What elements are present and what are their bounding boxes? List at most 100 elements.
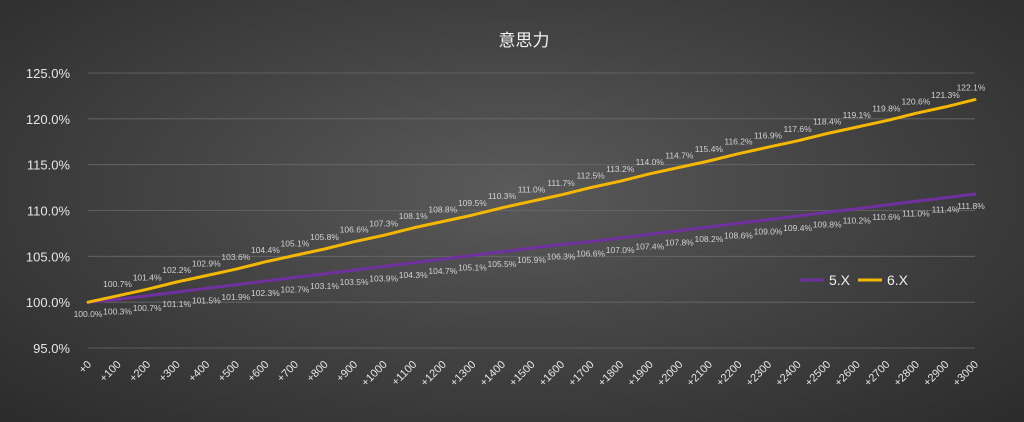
data-label: 102.2% [162, 265, 191, 275]
series-line-5.X [86, 192, 977, 304]
data-label: 119.1% [843, 110, 872, 120]
data-label: 106.3% [547, 251, 576, 261]
data-label: 107.3% [369, 218, 398, 228]
legend[interactable]: 5.X 6.X [800, 272, 909, 288]
x-tick-label: +2600 [833, 359, 863, 389]
data-label: 101.9% [221, 292, 250, 302]
data-label: 104.3% [399, 270, 428, 280]
x-tick-label: +2300 [744, 359, 774, 389]
x-tick-label: +1900 [626, 359, 656, 389]
data-label: 107.0% [606, 245, 635, 255]
x-tick-label: +1800 [596, 359, 626, 389]
y-tick-label: 115.0% [27, 158, 71, 173]
gridlines [88, 72, 975, 349]
data-label: 111.0% [902, 208, 930, 218]
data-label: 109.4% [783, 223, 812, 233]
x-tick-label: +700 [275, 359, 301, 385]
x-tick-label: +1000 [359, 359, 389, 389]
data-label: 111.8% [957, 201, 985, 211]
data-label: 116.2% [724, 137, 753, 147]
data-label: 105.5% [488, 259, 517, 269]
x-tick-label: +0 [77, 359, 94, 376]
legend-item-5.X[interactable]: 5.X [800, 272, 851, 288]
x-tick-label: +1600 [537, 359, 567, 389]
x-tick-label: +1400 [478, 359, 508, 389]
legend-label: 6.X [887, 272, 909, 288]
data-label: 101.5% [192, 295, 221, 305]
x-tick-label: +2000 [655, 359, 685, 389]
x-tick-label: +2500 [803, 359, 833, 389]
data-label: 107.4% [635, 241, 664, 251]
data-label: 111.0% [518, 184, 546, 194]
data-label: 119.8% [872, 104, 901, 114]
y-tick-label: 105.0% [26, 249, 71, 264]
x-tick-label: +400 [186, 359, 212, 385]
data-label: 110.2% [843, 216, 872, 226]
data-label: 111.7% [547, 178, 575, 188]
x-tick-label: +2800 [892, 359, 922, 389]
data-label: 113.2% [606, 164, 635, 174]
data-label: 103.5% [340, 277, 369, 287]
data-label: 108.2% [694, 234, 723, 244]
data-label: 101.1% [162, 299, 191, 309]
data-label: 105.1% [458, 262, 487, 272]
x-tick-label: +2400 [773, 359, 803, 389]
data-label: 106.6% [576, 249, 605, 259]
data-label: 122.1% [957, 83, 986, 93]
data-label: 100.0% [74, 309, 103, 319]
data-label: 112.5% [577, 171, 606, 181]
data-label: 118.4% [813, 117, 842, 127]
data-label: 114.0% [636, 157, 665, 167]
data-label: 104.4% [251, 245, 280, 255]
data-label: 109.0% [754, 227, 783, 237]
x-tick-label: +1100 [390, 359, 420, 389]
x-tick-label: +900 [334, 359, 360, 385]
x-tick-label: +1500 [507, 359, 537, 389]
series-line-6.X [86, 98, 977, 304]
x-axis-ticks: +0 +100 +200 +300 +400 +500 +600 +700 +800 +900 +1… [77, 359, 981, 389]
x-tick-label: +800 [305, 359, 331, 385]
data-label: 103.6% [221, 252, 250, 262]
y-tick-label: 95.0% [33, 341, 70, 356]
data-label: 110.3% [488, 191, 517, 201]
x-tick-label: +2100 [685, 359, 715, 389]
data-label: 110.6% [872, 212, 901, 222]
data-label: 101.4% [133, 272, 162, 282]
y-tick-label: 110.0% [27, 204, 71, 219]
data-label: 100.3% [103, 306, 132, 316]
data-label: 109.8% [813, 219, 842, 229]
data-label: 108.8% [428, 205, 457, 215]
data-label: 104.7% [428, 266, 457, 276]
series-lines [86, 98, 977, 304]
y-axis-ticks: 95.0% 100.0% 105.0% 110.0% 115.0% 120.0% 125.0… [26, 66, 71, 356]
data-label: 102.9% [192, 259, 221, 269]
data-label: 100.7% [103, 279, 132, 289]
y-tick-label: 120.0% [26, 112, 71, 127]
legend-item-6.X[interactable]: 6.X [858, 272, 909, 288]
x-tick-label: +2700 [862, 359, 892, 389]
data-labels: 100.0% 100.3% 100.7% 101.1% 101.5% 101.9% 102.… [74, 83, 986, 320]
data-label: 108.1% [399, 211, 428, 221]
data-label: 100.7% [133, 303, 162, 313]
x-tick-label: +2900 [921, 359, 951, 389]
x-tick-label: +500 [216, 359, 242, 385]
data-label: 107.8% [665, 238, 694, 248]
data-label: 117.6% [783, 124, 812, 134]
x-tick-label: +200 [127, 359, 153, 385]
data-label: 121.3% [931, 90, 960, 100]
x-tick-label: +1200 [419, 359, 449, 389]
data-label: 120.6% [901, 96, 930, 106]
data-label: 109.5% [458, 198, 487, 208]
data-label: 102.3% [251, 288, 280, 298]
data-label: 111.4% [932, 205, 960, 215]
y-tick-label: 125.0% [26, 66, 71, 81]
data-label: 108.6% [724, 230, 753, 240]
data-label: 105.8% [310, 232, 339, 242]
x-tick-label: +600 [246, 359, 272, 385]
data-label: 114.7% [665, 150, 694, 160]
x-tick-label: +1700 [566, 359, 596, 389]
data-label: 105.1% [281, 238, 310, 248]
data-label: 116.9% [754, 130, 783, 140]
x-tick-label: +300 [157, 359, 183, 385]
